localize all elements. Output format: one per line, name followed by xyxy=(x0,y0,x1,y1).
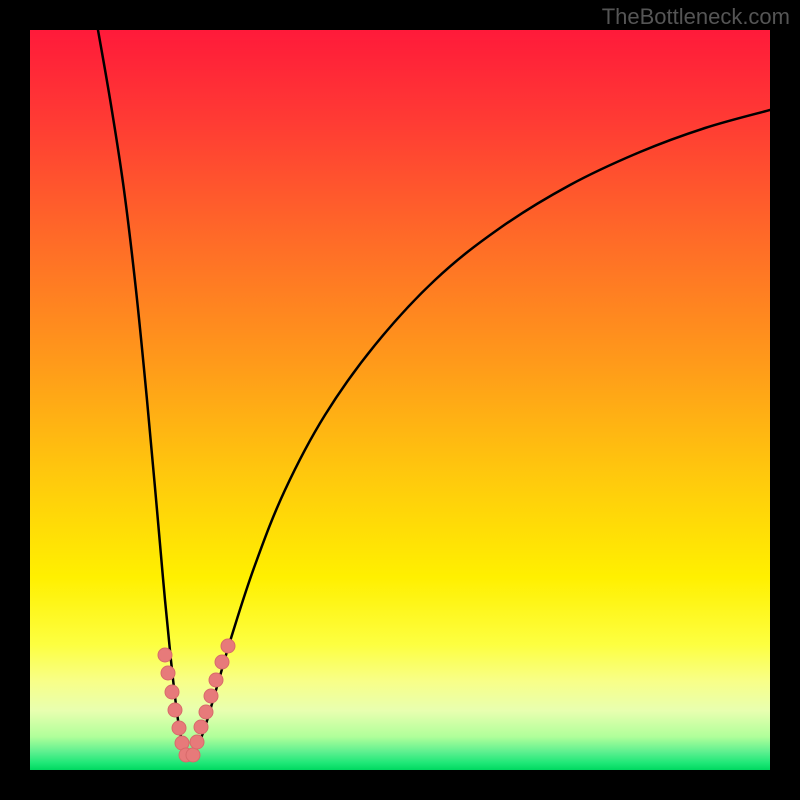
curve-left-branch xyxy=(98,30,189,759)
marker-right xyxy=(190,735,204,749)
marker-left xyxy=(165,685,179,699)
plot-area xyxy=(30,30,770,770)
plot-svg xyxy=(30,30,770,770)
marker-left xyxy=(158,648,172,662)
marker-right xyxy=(199,705,213,719)
plot-frame xyxy=(0,0,800,800)
marker-right xyxy=(221,639,235,653)
marker-left xyxy=(161,666,175,680)
watermark-text: TheBottleneck.com xyxy=(602,4,790,30)
container: TheBottleneck.com xyxy=(0,0,800,800)
marker-left xyxy=(168,703,182,717)
marker-right xyxy=(194,720,208,734)
curve-right-branch xyxy=(189,110,770,759)
marker-right xyxy=(186,748,200,762)
marker-right xyxy=(204,689,218,703)
marker-left xyxy=(172,721,186,735)
marker-right xyxy=(215,655,229,669)
marker-right xyxy=(209,673,223,687)
